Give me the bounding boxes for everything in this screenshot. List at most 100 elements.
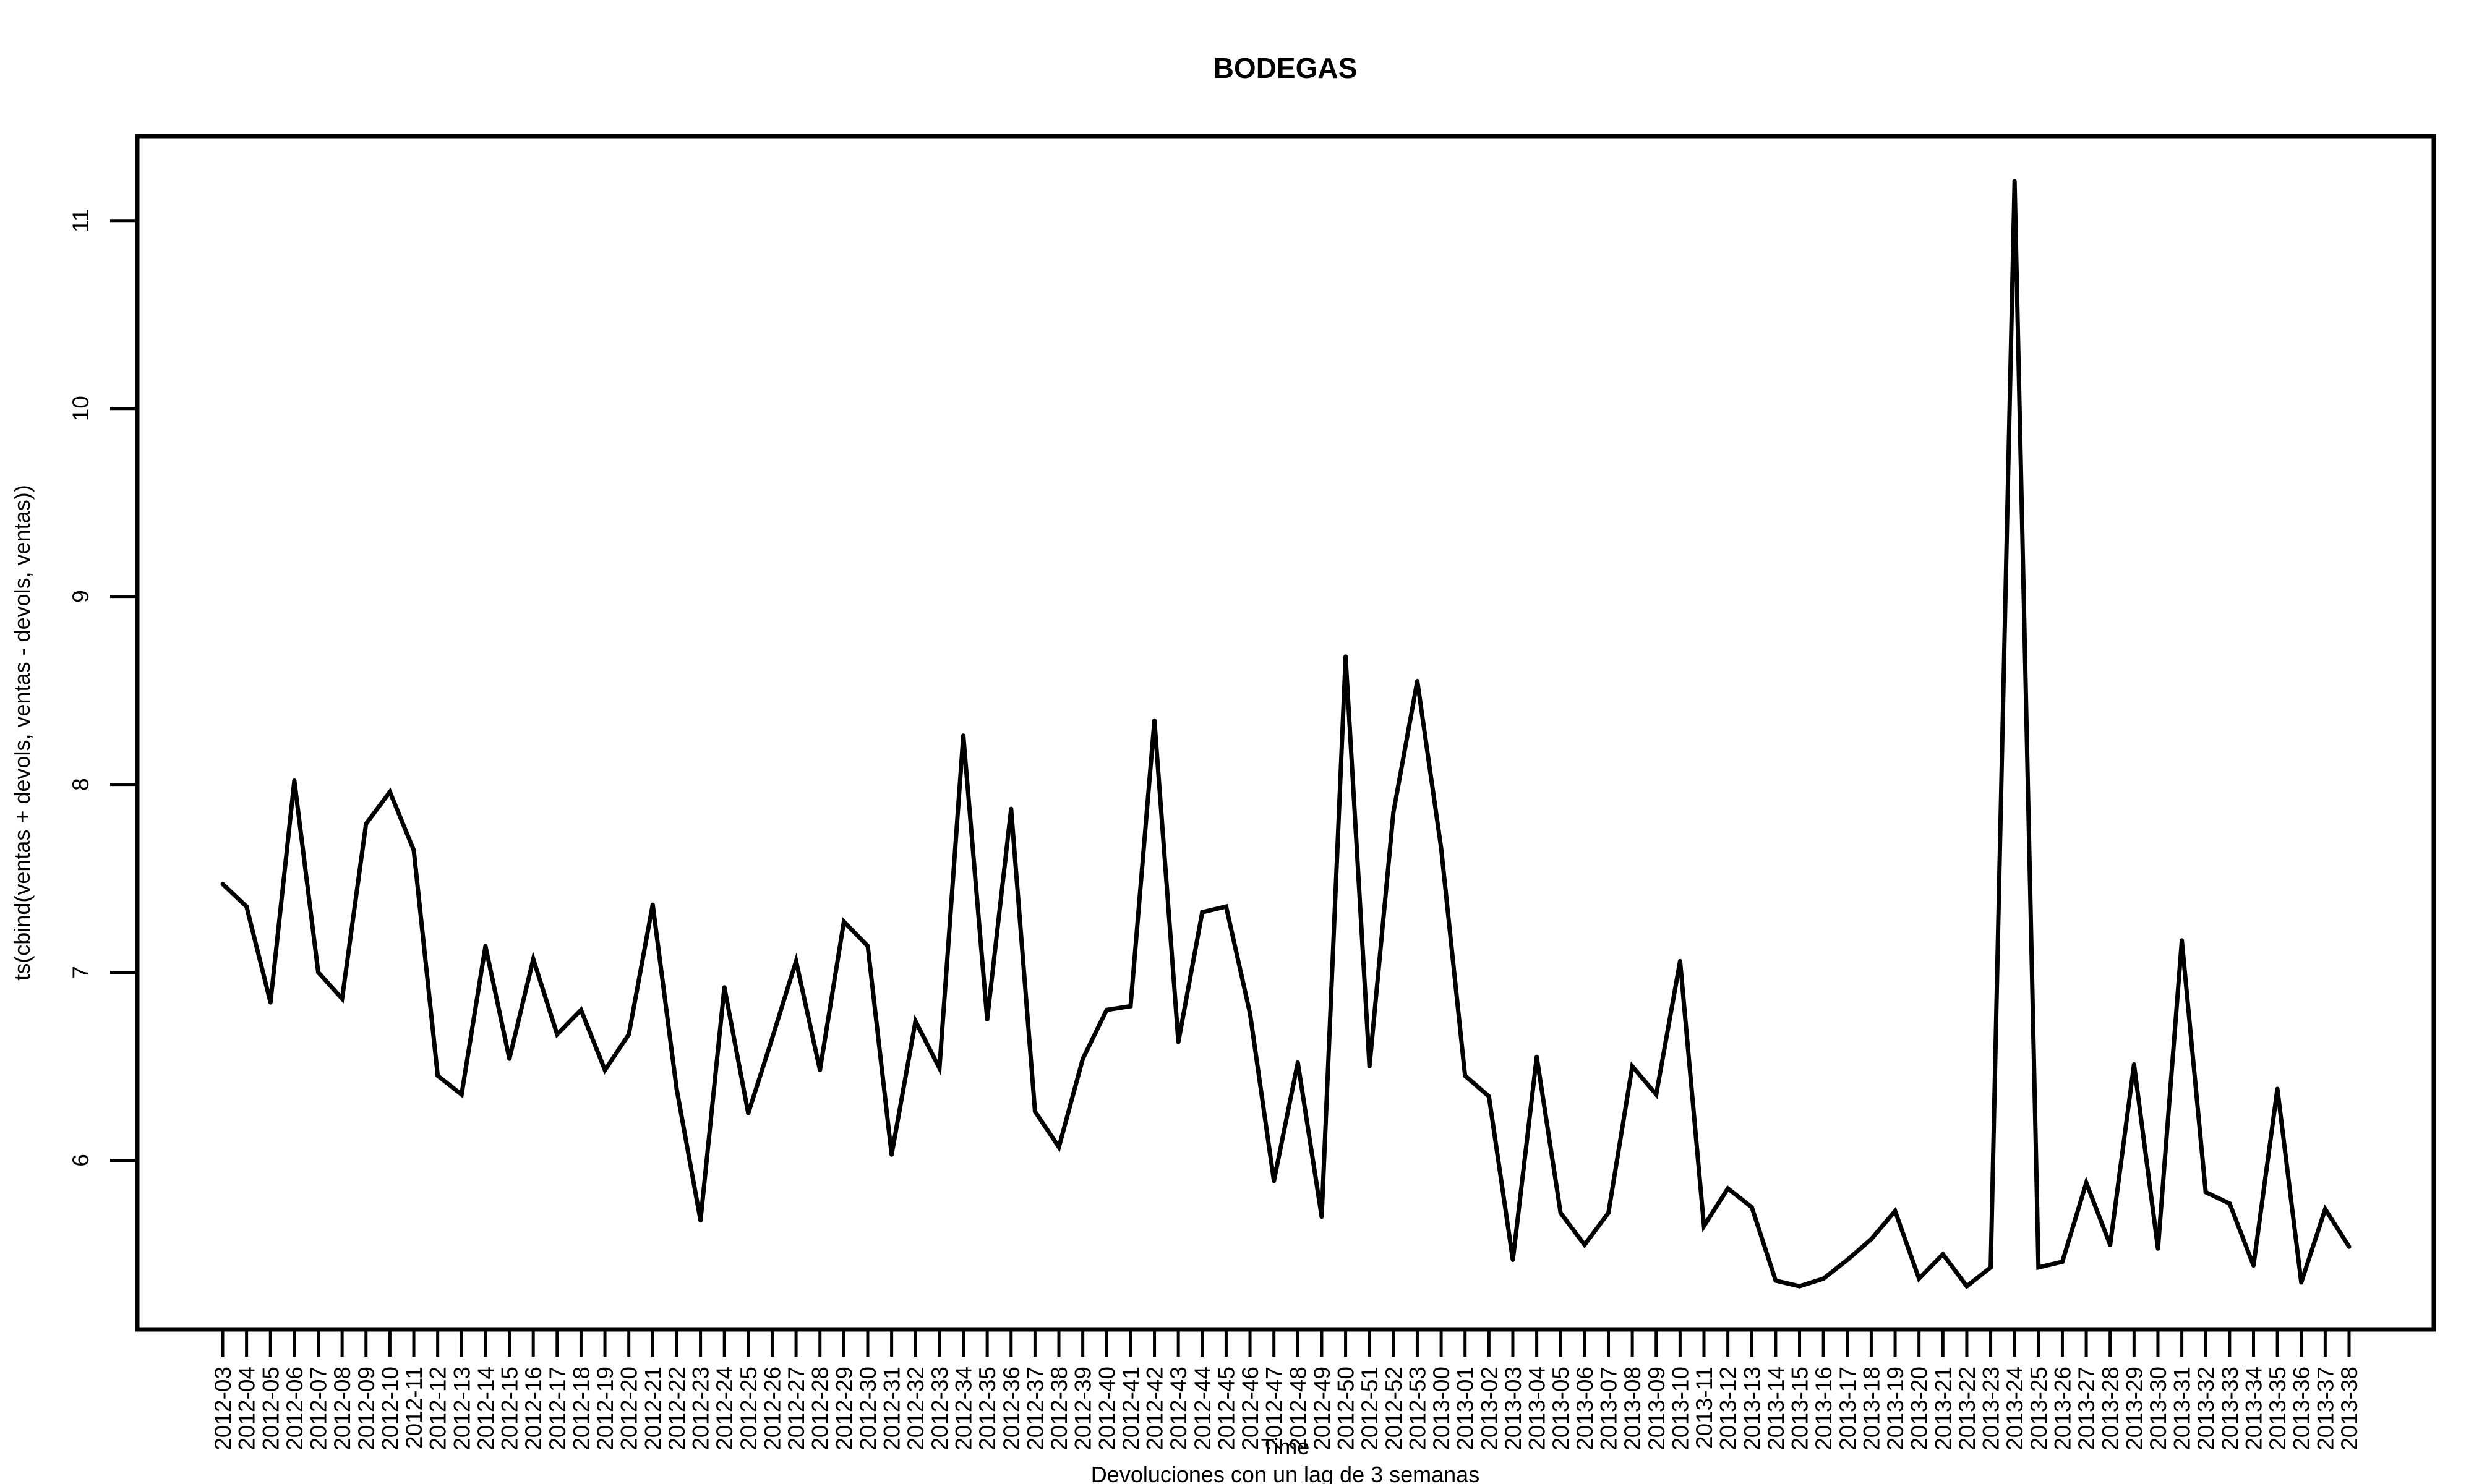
- x-tick-label: 2013-30: [2146, 1367, 2171, 1451]
- x-tick-label: 2012-17: [545, 1367, 570, 1451]
- data-point: [602, 1068, 607, 1073]
- x-tick-label: 2013-15: [1787, 1367, 1813, 1451]
- x-tick-label: 2013-27: [2074, 1367, 2099, 1451]
- data-point: [1677, 958, 1682, 963]
- x-tick-label: 2013-01: [1453, 1367, 1478, 1451]
- x-tick-label: 2013-24: [2002, 1367, 2027, 1451]
- x-tick-label: 2012-29: [831, 1367, 857, 1451]
- x-tick-label: 2012-12: [426, 1367, 451, 1451]
- data-point: [770, 1036, 774, 1041]
- data-point: [1940, 1252, 1945, 1256]
- data-point: [1104, 1007, 1109, 1012]
- data-point: [1797, 1284, 1802, 1289]
- x-tick-label: 2012-49: [1309, 1367, 1335, 1451]
- x-tick-label: 2013-14: [1763, 1367, 1789, 1451]
- x-tick-label: 2012-11: [401, 1367, 427, 1449]
- data-point: [1726, 1186, 1731, 1191]
- x-tick-label: 2012-46: [1238, 1367, 1263, 1451]
- x-tick-label: 2012-50: [1333, 1367, 1359, 1451]
- x-tick-label: 2012-24: [712, 1367, 737, 1451]
- data-point: [1964, 1284, 1969, 1289]
- data-point: [985, 1017, 990, 1021]
- data-point: [1868, 1237, 1873, 1242]
- data-point: [961, 733, 965, 738]
- x-tick-label: 2013-17: [1835, 1367, 1860, 1451]
- data-point: [1821, 1276, 1826, 1281]
- data-point: [531, 957, 536, 962]
- x-tick-label: 2012-40: [1094, 1367, 1119, 1451]
- data-point: [650, 902, 655, 907]
- x-tick-label: 2012-27: [784, 1367, 809, 1451]
- data-point: [674, 1086, 679, 1091]
- data-point: [1319, 1214, 1324, 1219]
- data-point: [1845, 1258, 1850, 1262]
- x-tick-label: 2012-05: [258, 1367, 283, 1451]
- data-point: [387, 790, 392, 795]
- x-tick-label: 2013-03: [1500, 1367, 1526, 1451]
- data-point: [1606, 1211, 1611, 1216]
- y-tick-label: 11: [68, 209, 93, 232]
- x-tick-label: 2013-00: [1429, 1367, 1454, 1451]
- x-tick-label: 2013-19: [1883, 1367, 1908, 1451]
- x-tick-label: 2013-08: [1620, 1367, 1645, 1451]
- data-point: [913, 1019, 918, 1023]
- x-tick-label: 2013-22: [1954, 1367, 1980, 1451]
- x-tick-label: 2012-44: [1190, 1367, 1215, 1451]
- data-point: [1988, 1265, 1993, 1270]
- data-point: [220, 882, 225, 887]
- data-point: [316, 970, 320, 974]
- x-tick-label: 2013-31: [2170, 1367, 2195, 1451]
- y-tick-label: 7: [68, 966, 93, 979]
- plot-frame: [135, 134, 2436, 1332]
- data-point: [435, 1073, 440, 1078]
- data-point: [1272, 1179, 1277, 1183]
- data-point: [1200, 910, 1205, 915]
- data-point: [937, 1066, 942, 1070]
- data-point: [1415, 678, 1419, 683]
- data-point: [1582, 1242, 1587, 1247]
- x-tick-label: 2013-23: [1979, 1367, 2004, 1451]
- data-point: [818, 1068, 823, 1073]
- data-point: [1032, 1109, 1037, 1114]
- data-point: [2203, 1190, 2208, 1195]
- x-tick-label: 2013-38: [2337, 1367, 2362, 1451]
- x-tick-label: 2012-51: [1357, 1367, 1382, 1451]
- x-tick-label: 2012-09: [354, 1367, 379, 1451]
- data-point: [555, 1032, 560, 1037]
- x-tick-label: 2012-19: [593, 1367, 618, 1451]
- x-tick-label: 2012-13: [449, 1367, 474, 1451]
- x-tick-label: 2013-34: [2241, 1367, 2266, 1451]
- x-tick-label: 2012-41: [1118, 1367, 1144, 1451]
- x-tick-label: 2013-26: [2050, 1367, 2075, 1451]
- data-point: [2227, 1201, 2232, 1206]
- x-tick-label: 2012-53: [1405, 1367, 1430, 1451]
- data-point: [507, 1056, 512, 1061]
- data-point: [1128, 1004, 1133, 1009]
- data-point: [1654, 1092, 1659, 1097]
- x-tick-label: 2013-32: [2193, 1367, 2219, 1451]
- x-tick-label: 2013-25: [2026, 1367, 2052, 1451]
- x-tick-label: 2012-18: [568, 1367, 594, 1451]
- x-tick-label: 2012-38: [1047, 1367, 1072, 1451]
- data-point: [2131, 1062, 2136, 1067]
- data-point: [1630, 1064, 1635, 1068]
- data-point: [698, 1218, 703, 1223]
- x-tick-label: 2012-20: [617, 1367, 642, 1451]
- y-tick-label: 6: [68, 1154, 93, 1167]
- x-tick-label: 2012-36: [999, 1367, 1024, 1451]
- data-point: [364, 821, 369, 826]
- data-point: [244, 904, 249, 909]
- data-point: [2251, 1263, 2256, 1268]
- data-point: [1176, 1039, 1181, 1044]
- data-point: [1534, 1054, 1539, 1059]
- data-point: [1081, 1056, 1085, 1061]
- data-point: [459, 1092, 464, 1097]
- x-tick-label: 2013-37: [2313, 1367, 2338, 1451]
- data-point: [2347, 1244, 2352, 1249]
- y-axis-label: ts(cbind(ventas + devols, ventas - devol…: [9, 485, 35, 980]
- data-point: [1295, 1060, 1300, 1065]
- x-tick-label: 2012-04: [234, 1367, 260, 1451]
- data-point: [1152, 718, 1157, 723]
- x-tick-label: 2013-36: [2289, 1367, 2314, 1451]
